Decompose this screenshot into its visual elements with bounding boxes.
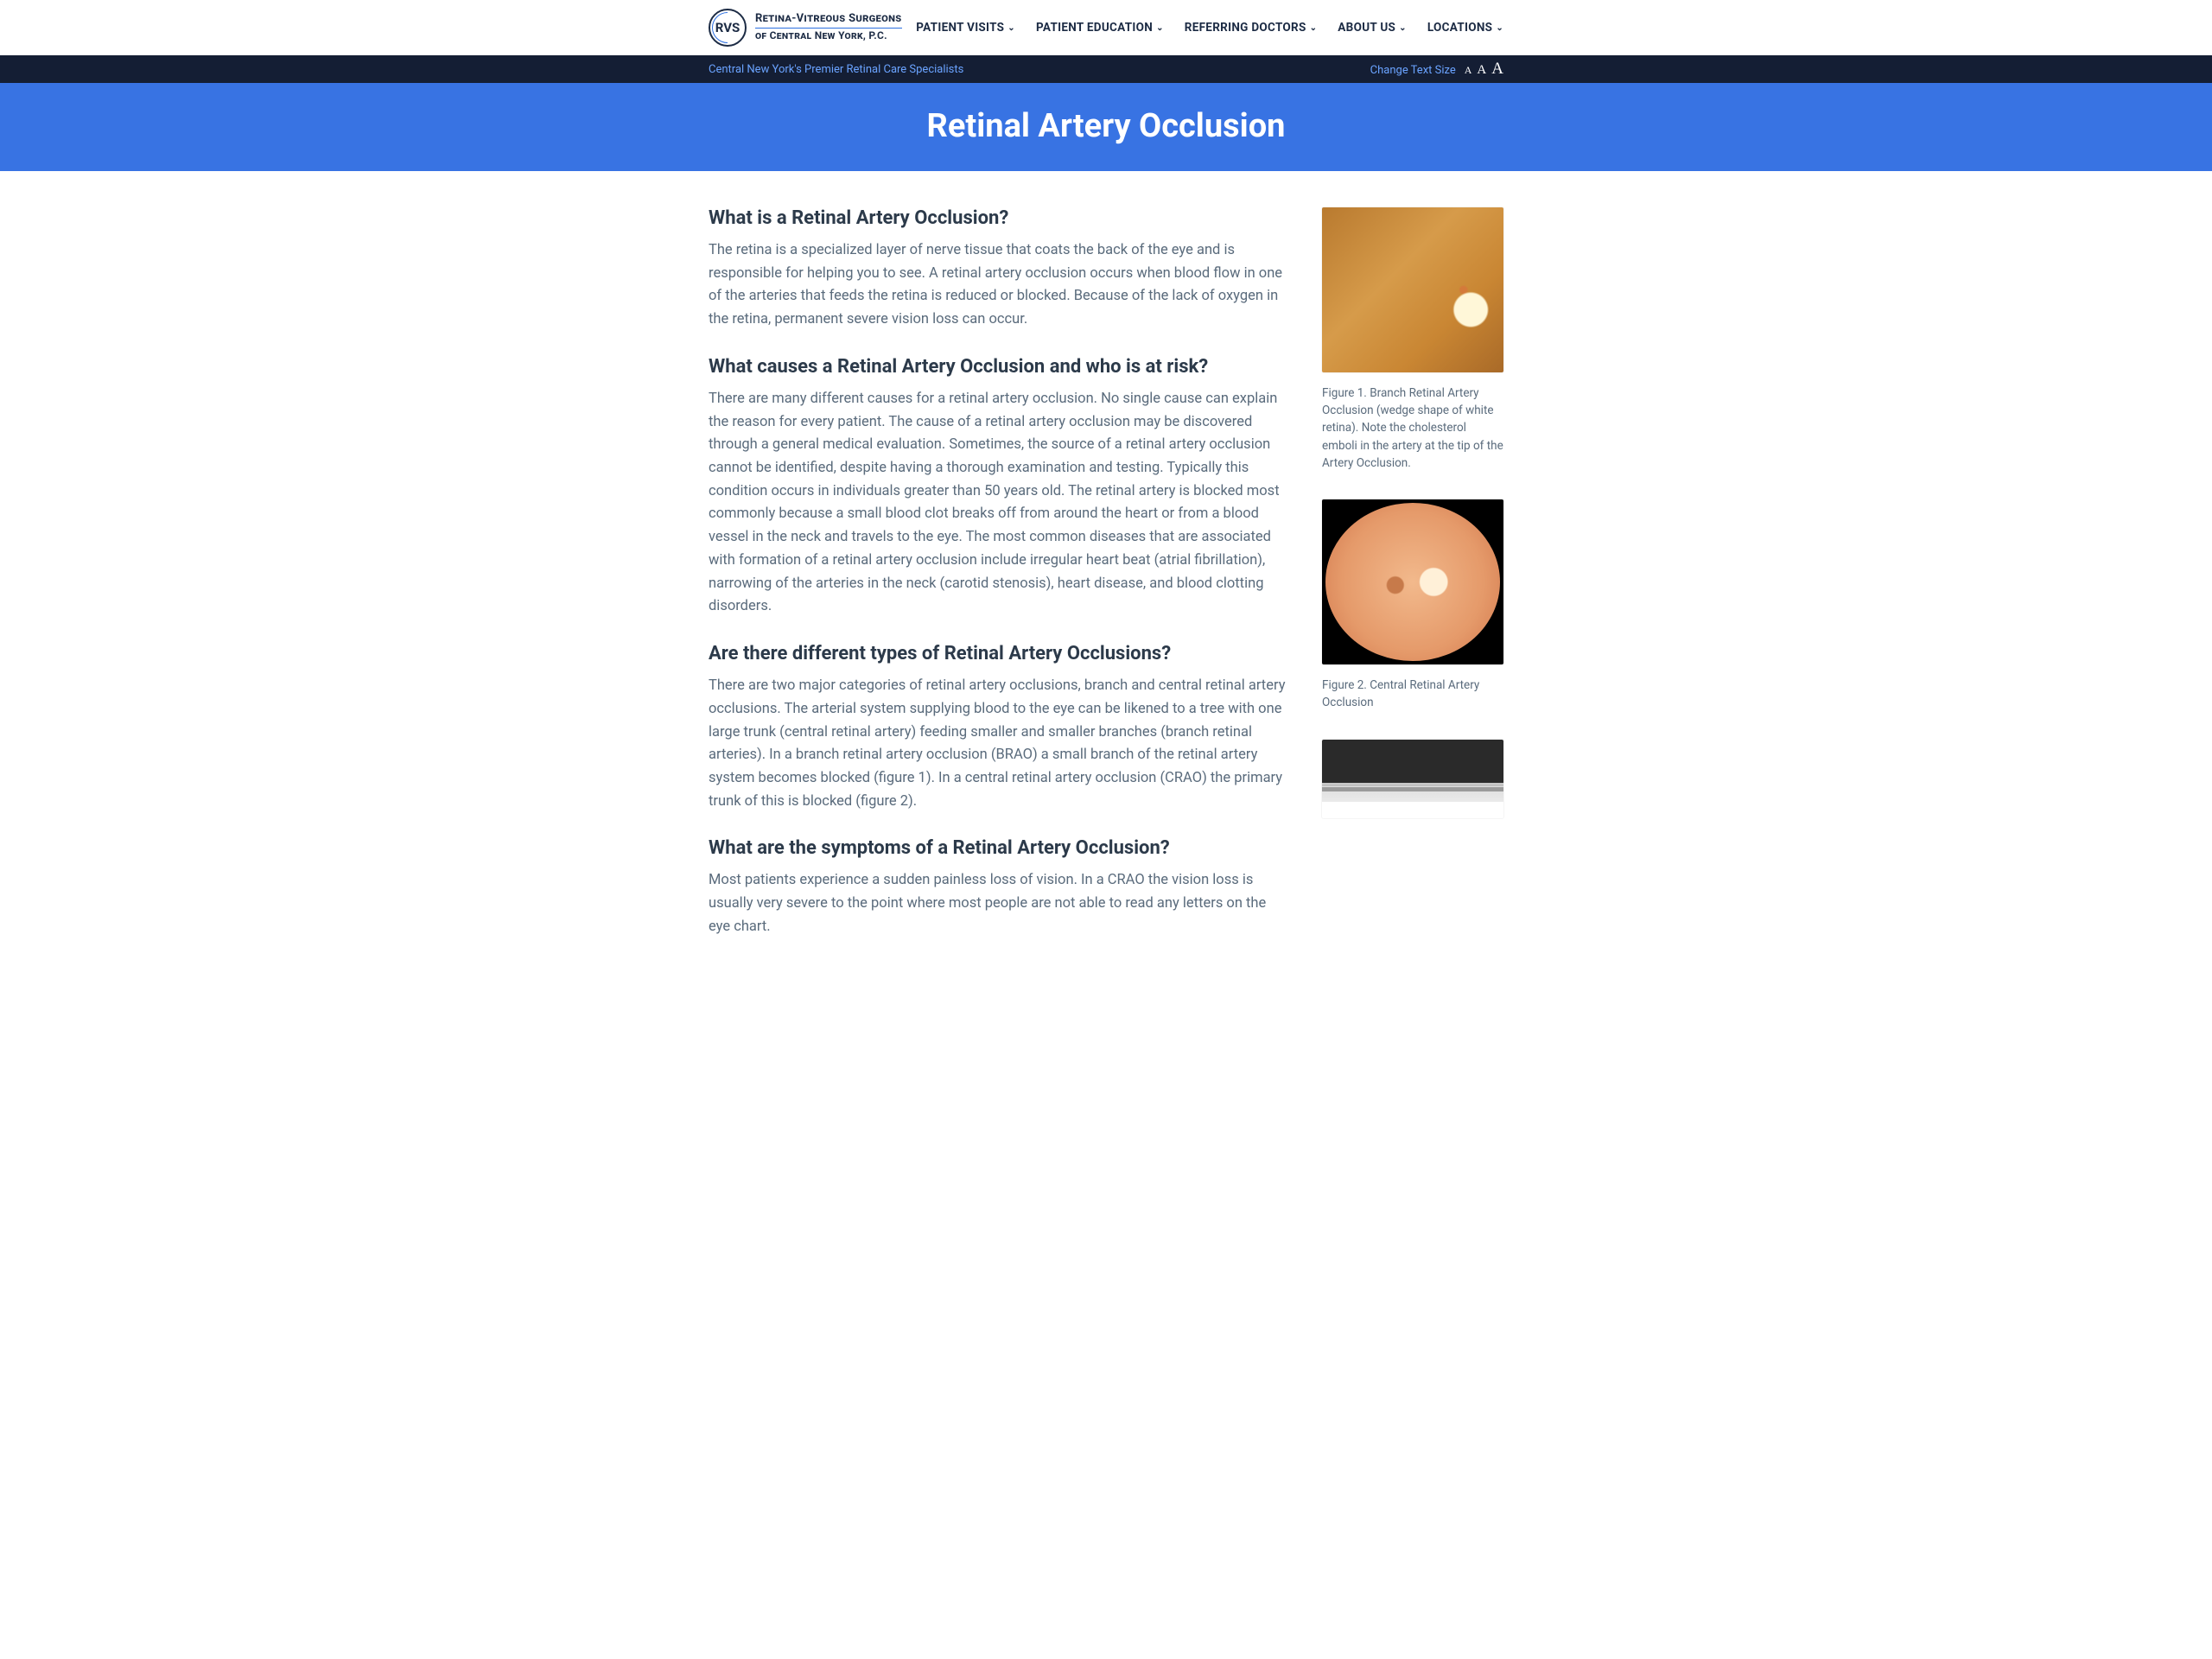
logo[interactable]: RVS Retina-Vitreous Surgeons of Central …: [709, 9, 902, 47]
nav-label: PATIENT VISITS: [916, 21, 1004, 35]
figure-2-caption: Figure 2. Central Retinal Artery Occlusi…: [1322, 677, 1503, 712]
main-nav: PATIENT VISITS ⌄ PATIENT EDUCATION ⌄ REF…: [916, 21, 1503, 35]
nav-label: REFERRING DOCTORS: [1185, 21, 1306, 35]
text-size-controls: Change Text Size A A A: [1370, 60, 1503, 79]
tagline: Central New York's Premier Retinal Care …: [709, 63, 963, 76]
logo-line2: of Central New York, P.C.: [755, 30, 902, 42]
text-size-small[interactable]: A: [1465, 64, 1472, 77]
nav-patient-visits[interactable]: PATIENT VISITS ⌄: [916, 21, 1015, 35]
section-heading: What are the symptoms of a Retinal Arter…: [709, 837, 1291, 859]
article: What is a Retinal Artery Occlusion? The …: [709, 207, 1291, 939]
chevron-down-icon: ⌄: [1156, 23, 1164, 33]
figure-3-image[interactable]: [1322, 740, 1503, 818]
figure-1: Figure 1. Branch Retinal Artery Occlusio…: [1322, 207, 1503, 472]
section-body: There are many different causes for a re…: [709, 388, 1291, 619]
section-heading: What is a Retinal Artery Occlusion?: [709, 207, 1291, 229]
nav-patient-education[interactable]: PATIENT EDUCATION ⌄: [1036, 21, 1164, 35]
logo-mark: RVS: [709, 9, 747, 47]
page-title: Retinal Artery Occlusion: [0, 107, 2212, 145]
nav-referring-doctors[interactable]: REFERRING DOCTORS ⌄: [1185, 21, 1318, 35]
sub-bar: Central New York's Premier Retinal Care …: [0, 55, 2212, 83]
nav-label: PATIENT EDUCATION: [1036, 21, 1153, 35]
section-heading: What causes a Retinal Artery Occlusion a…: [709, 356, 1291, 378]
figure-3: [1322, 740, 1503, 818]
text-size-label: Change Text Size: [1370, 64, 1456, 77]
chevron-down-icon: ⌄: [1399, 23, 1407, 33]
hero: Retinal Artery Occlusion: [0, 83, 2212, 171]
section-body: Most patients experience a sudden painle…: [709, 869, 1291, 938]
text-size-medium[interactable]: A: [1477, 63, 1486, 78]
nav-label: LOCATIONS: [1427, 21, 1492, 35]
section-body: The retina is a specialized layer of ner…: [709, 239, 1291, 332]
chevron-down-icon: ⌄: [1310, 23, 1318, 33]
logo-line1: Retina-Vitreous Surgeons: [755, 13, 902, 29]
chevron-down-icon: ⌄: [1496, 23, 1503, 33]
section-body: There are two major categories of retina…: [709, 675, 1291, 813]
sidebar: Figure 1. Branch Retinal Artery Occlusio…: [1322, 207, 1503, 939]
logo-text: Retina-Vitreous Surgeons of Central New …: [755, 13, 902, 42]
figure-2: Figure 2. Central Retinal Artery Occlusi…: [1322, 499, 1503, 711]
section-heading: Are there different types of Retinal Art…: [709, 643, 1291, 664]
figure-1-image[interactable]: [1322, 207, 1503, 372]
figure-1-caption: Figure 1. Branch Retinal Artery Occlusio…: [1322, 385, 1503, 472]
page-content: What is a Retinal Artery Occlusion? The …: [709, 171, 1503, 957]
nav-label: ABOUT US: [1338, 21, 1395, 35]
text-size-large[interactable]: A: [1491, 60, 1503, 79]
chevron-down-icon: ⌄: [1007, 23, 1015, 33]
nav-locations[interactable]: LOCATIONS ⌄: [1427, 21, 1503, 35]
nav-about-us[interactable]: ABOUT US ⌄: [1338, 21, 1407, 35]
figure-2-image[interactable]: [1322, 499, 1503, 664]
site-header: RVS Retina-Vitreous Surgeons of Central …: [709, 0, 1503, 55]
